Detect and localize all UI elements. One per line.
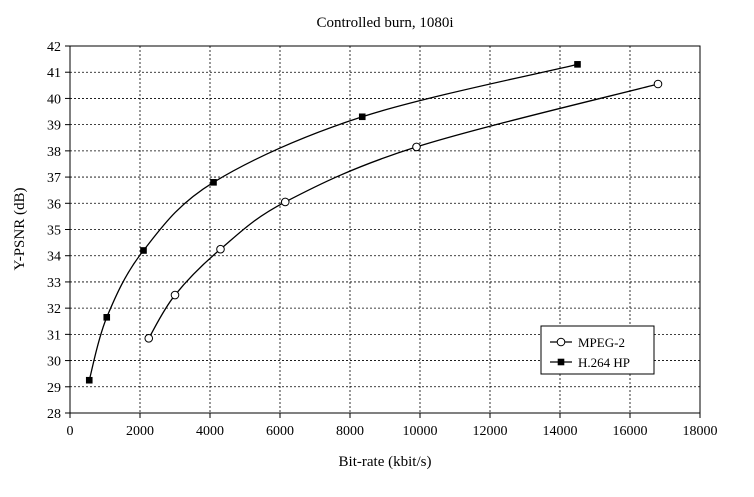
y-tick-label: 30: [47, 355, 61, 370]
x-axis-label: Bit-rate (kbit/s): [339, 454, 432, 470]
series-mpeg-2: [144, 79, 663, 343]
x-tick-label: 6000: [266, 424, 294, 439]
series-h-264-hp: [85, 61, 581, 384]
data-point-h-264-hp: [210, 179, 217, 186]
y-tick-label: 37: [47, 171, 61, 186]
y-tick-label: 32: [47, 302, 61, 317]
legend: MPEG-2 H.264 HP: [540, 325, 655, 375]
series-layer: [85, 61, 663, 384]
x-tick-label: 2000: [126, 424, 154, 439]
data-point-h-264-hp: [140, 247, 147, 254]
legend-label: H.264 HP: [578, 355, 630, 370]
y-tick-label: 42: [47, 40, 61, 55]
data-point-mpeg-2: [412, 142, 421, 152]
y-tick-label: 34: [47, 250, 61, 265]
x-tick-label: 12000: [473, 424, 508, 439]
y-tick-label: 35: [47, 224, 61, 239]
y-tick-label: 31: [47, 328, 61, 343]
y-tick-label: 33: [47, 276, 61, 291]
x-tick-label: 4000: [196, 424, 224, 439]
data-point-mpeg-2: [280, 197, 290, 207]
data-point-h-264-hp: [85, 376, 93, 384]
data-point-h-264-hp: [574, 61, 581, 68]
data-point-h-264-hp: [103, 314, 111, 321]
chart-title: Controlled burn, 1080i: [316, 15, 453, 31]
data-point-mpeg-2: [144, 333, 154, 343]
y-tick-label: 28: [47, 407, 61, 422]
data-point-mpeg-2: [170, 290, 180, 300]
series-line-h-264-hp: [88, 63, 578, 381]
y-axis-label: Y-PSNR (dB): [12, 188, 28, 271]
data-point-h-264-hp: [358, 113, 366, 121]
y-tick-label: 41: [47, 66, 61, 81]
legend-marker: [556, 337, 566, 347]
x-tick-label: 14000: [543, 424, 578, 439]
x-tick-label: 0: [67, 424, 74, 439]
series-line-mpeg-2: [148, 83, 659, 339]
legend-entry-mpeg-2: MPEG-2: [550, 335, 625, 350]
x-tick-label: 8000: [336, 424, 364, 439]
x-tick-label: 16000: [613, 424, 648, 439]
y-tick-label: 36: [47, 197, 61, 212]
x-axis: 0 2000 4000 6000 8000 10000 12000 14000 16000 180…: [67, 413, 718, 439]
legend-entry-h-264-hp: H.264 HP: [550, 355, 630, 370]
grid: [70, 46, 700, 413]
y-axis: 28 29 30 31 32 33 34 35 36 37 38 39 40 41 42: [47, 40, 70, 422]
y-tick-label: 38: [47, 145, 61, 160]
data-point-mpeg-2: [216, 244, 225, 254]
y-tick-label: 39: [47, 119, 61, 134]
x-tick-label: 10000: [403, 424, 438, 439]
y-tick-label: 29: [47, 381, 61, 396]
legend-marker: [557, 358, 565, 366]
legend-box: [540, 325, 655, 375]
x-tick-label: 18000: [683, 424, 718, 439]
legend-label: MPEG-2: [578, 335, 625, 350]
data-point-mpeg-2: [653, 79, 663, 89]
y-tick-label: 40: [47, 92, 61, 107]
